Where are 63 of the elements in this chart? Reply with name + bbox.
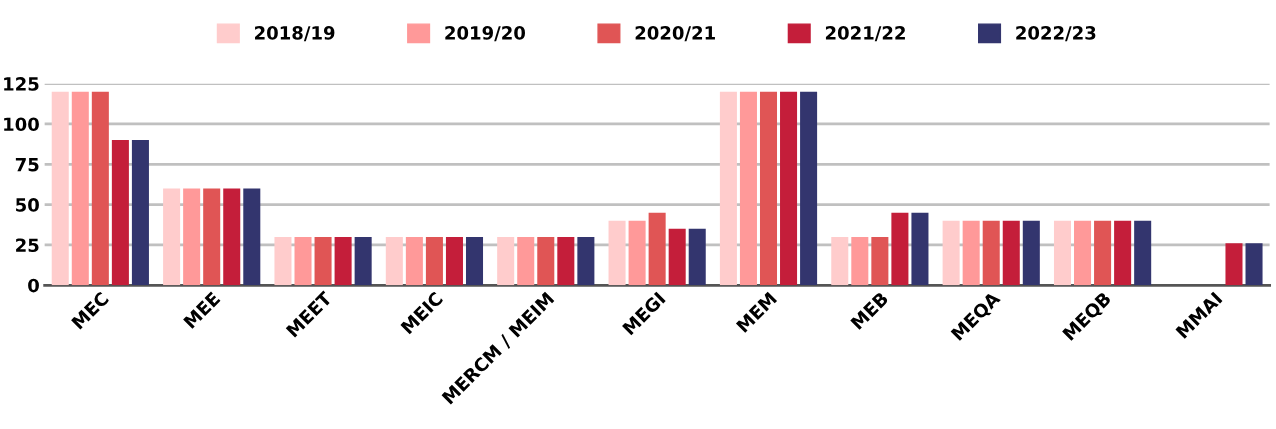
bar [982, 220, 1000, 286]
legend-label: 2019/20 [445, 26, 526, 42]
bar [131, 140, 149, 286]
y-tick-label: 100 [4, 117, 39, 132]
bar [608, 220, 626, 286]
y-tick-label: 25 [16, 238, 39, 253]
bar [111, 140, 129, 286]
bar [962, 220, 980, 286]
bar [243, 188, 261, 286]
bar [294, 236, 312, 286]
bar [51, 91, 69, 286]
bar [688, 228, 706, 286]
bar [628, 220, 646, 286]
bar [668, 228, 686, 286]
bar [163, 188, 181, 286]
bar [871, 236, 889, 286]
bar [517, 236, 535, 286]
bar [759, 91, 778, 286]
bar [942, 220, 960, 286]
bar [1002, 220, 1020, 286]
bar [465, 236, 484, 286]
legend-label: 2022/23 [1016, 26, 1096, 42]
bar [445, 236, 463, 286]
bar [385, 236, 403, 286]
legend-label: 2020/21 [635, 26, 715, 42]
bar [1114, 220, 1132, 286]
y-tick-label: 75 [15, 158, 39, 172]
bar [497, 236, 515, 286]
y-tick-label: 125 [4, 77, 39, 91]
bar [1225, 243, 1243, 286]
legend-label: 2021/22 [825, 26, 905, 42]
bar [739, 91, 757, 286]
y-tick-label: 50 [16, 198, 39, 212]
bar [780, 91, 798, 286]
bar [800, 91, 818, 286]
bar [183, 188, 201, 286]
bar [1245, 243, 1263, 286]
bar [425, 236, 443, 286]
bar [831, 236, 849, 286]
bar [274, 236, 292, 286]
bar [1094, 220, 1112, 286]
bar [223, 188, 241, 286]
bar [71, 91, 89, 286]
bar [537, 236, 555, 286]
bar [1022, 220, 1040, 286]
bar [334, 236, 352, 286]
bar [314, 236, 332, 286]
bar [648, 212, 666, 286]
bar [719, 91, 737, 286]
bar [891, 212, 909, 286]
bar [91, 91, 109, 286]
bar [851, 236, 869, 286]
y-tick-label: 0 [28, 278, 39, 293]
bar [1134, 220, 1152, 286]
bar [1074, 220, 1092, 286]
bar [354, 236, 372, 286]
legend-label: 2018/19 [255, 26, 335, 42]
bar [911, 212, 929, 286]
bar [1053, 220, 1072, 286]
bar [405, 236, 423, 286]
bar [577, 236, 595, 286]
bar [203, 188, 221, 286]
bar [557, 236, 575, 286]
